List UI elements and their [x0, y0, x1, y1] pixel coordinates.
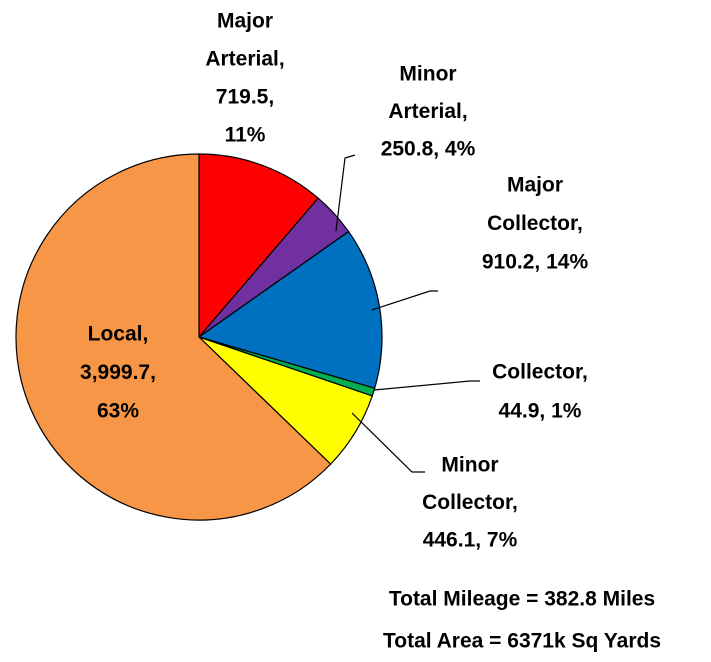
data-label: 44.9, 1% — [499, 400, 582, 423]
data-label: Arterial, — [205, 48, 284, 71]
annotation: Total Mileage = 382.8 Miles — [389, 588, 655, 611]
leader-line — [371, 290, 438, 311]
leader-line — [351, 412, 425, 473]
data-label: 3,999.7, — [80, 361, 156, 384]
data-label: Minor — [441, 454, 498, 477]
pie-slice — [198, 153, 320, 339]
annotation: Total Area = 6371k Sq Yards — [383, 630, 661, 653]
pie-slice — [15, 153, 332, 521]
data-label: Minor — [399, 63, 456, 86]
data-label: Major — [217, 10, 273, 33]
data-label: Collector, — [422, 491, 518, 514]
data-label: 63% — [97, 400, 139, 423]
data-label: Major — [507, 174, 563, 197]
leader-line — [373, 380, 480, 391]
data-label: 719.5, — [216, 86, 274, 109]
data-label: 446.1, 7% — [423, 529, 518, 552]
data-label: 11% — [225, 124, 266, 147]
data-label: Local, — [88, 323, 149, 346]
data-label: Arterial, — [388, 100, 467, 123]
data-label: 910.2, 14% — [482, 251, 589, 274]
data-label: Collector, — [487, 212, 583, 235]
pie — [15, 153, 383, 521]
data-label: Collector, — [492, 361, 588, 384]
data-label: 250.8, 4% — [381, 138, 476, 161]
leader-line — [335, 154, 356, 232]
